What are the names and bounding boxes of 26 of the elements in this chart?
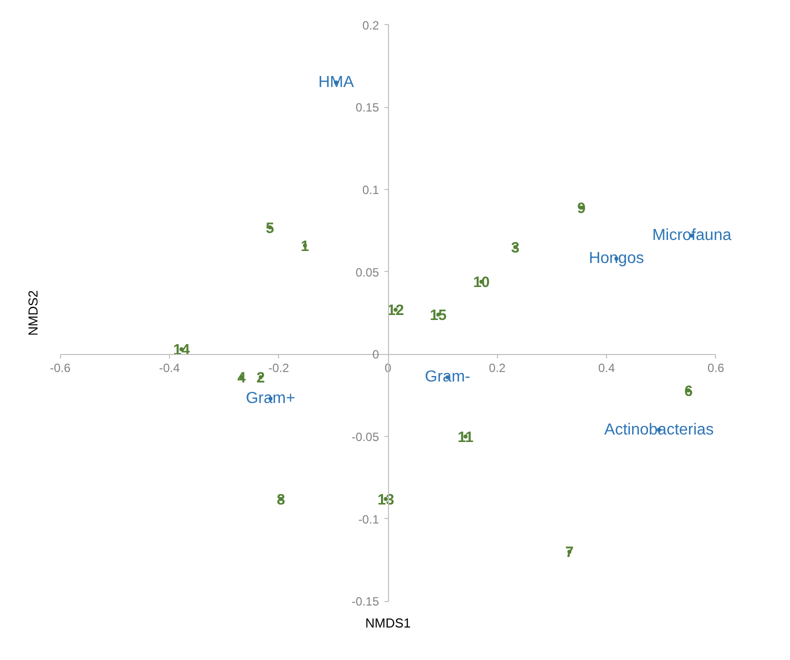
x-axis-title: NMDS1 (365, 616, 411, 630)
x-tick-label: -0.2 (268, 361, 290, 376)
annotation: Hongos (588, 250, 644, 268)
annotation: 15 (430, 307, 447, 324)
x-tick-label: 0.4 (598, 361, 616, 376)
x-tick-label: -0.4 (159, 361, 180, 376)
annotation: Actinobacterias (604, 421, 714, 438)
annotation: Microfauna (652, 227, 732, 244)
annotation: Gram- (424, 368, 470, 386)
annotation: 11 (458, 428, 474, 446)
annotation: Gram+ (246, 390, 296, 408)
y-tick-label: 0.05 (356, 265, 380, 280)
y-tick-label: 0.1 (362, 183, 380, 198)
y-tick-label: -0.1 (358, 512, 380, 526)
annotation: 10 (473, 274, 490, 292)
y-tick-label: -0.15 (352, 594, 380, 609)
y-tick-label: 0.2 (362, 18, 380, 32)
annotation: 12 (387, 302, 404, 320)
x-tick-label: 0.6 (707, 361, 724, 376)
y-tick-label: 0.15 (356, 100, 380, 115)
annotation: HMA (318, 74, 354, 92)
y-tick-label: -0.05 (352, 430, 380, 444)
y-tick-label: 0 (372, 348, 380, 362)
x-tick-label: 0.2 (488, 361, 506, 376)
x-tick-label: -0.6 (50, 361, 71, 376)
y-axis-title: NMDS2 (26, 290, 40, 336)
